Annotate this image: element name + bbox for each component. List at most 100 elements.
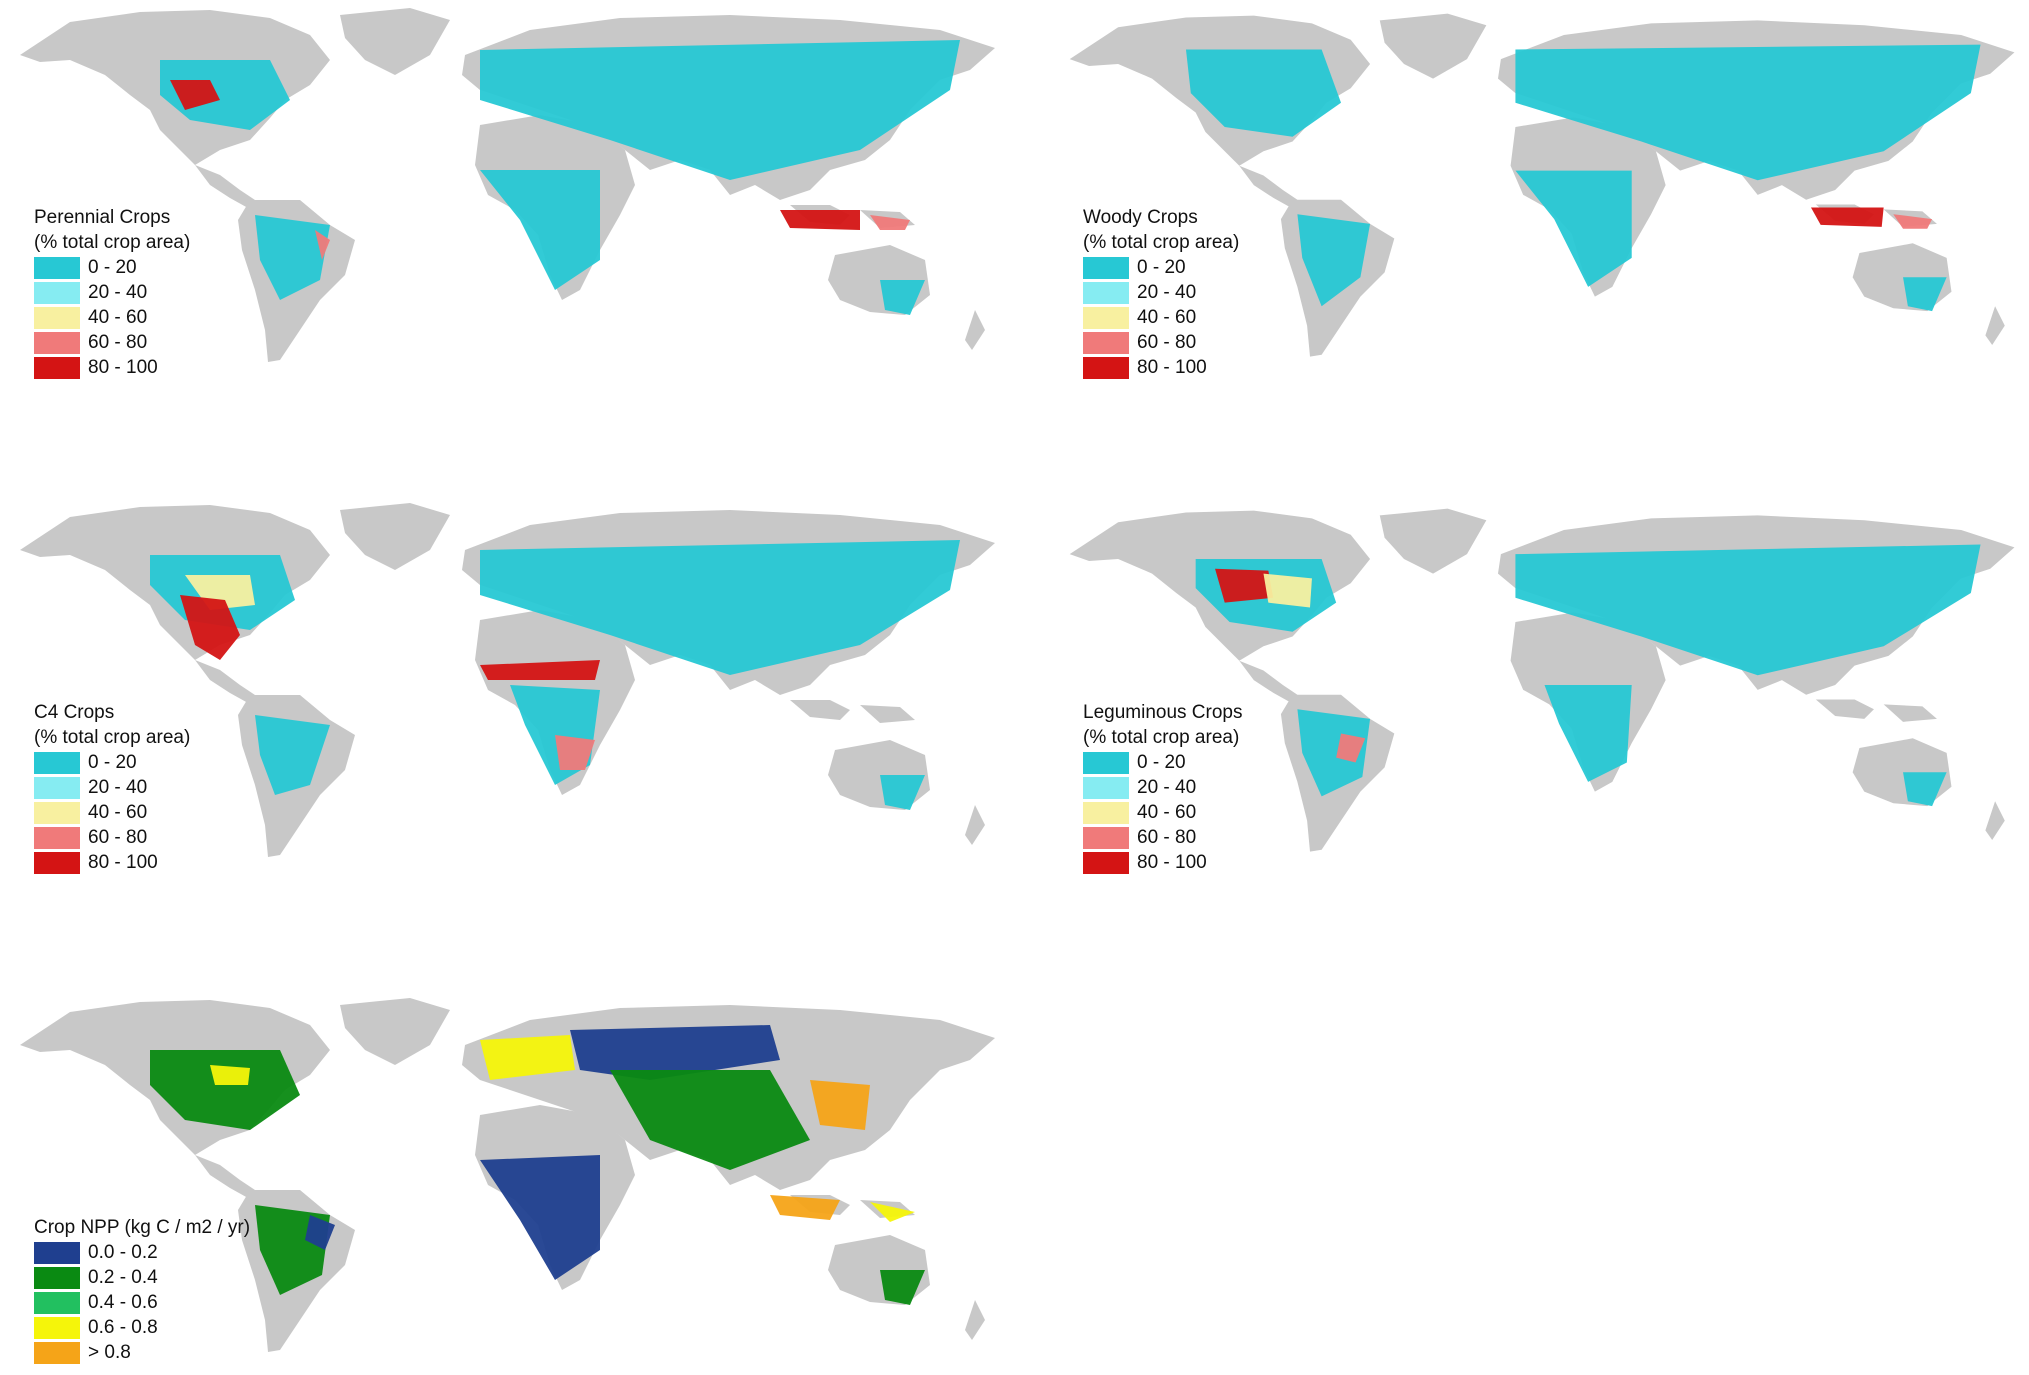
legend-entry: 40 - 60 [34, 305, 190, 330]
legend-swatch [1083, 281, 1129, 304]
crop-coverage-overlay [1195, 544, 1981, 807]
legend-label: 0.4 - 0.6 [88, 1291, 158, 1313]
legend-swatch [34, 851, 80, 874]
legend-c4: C4 Crops (% total crop area) 0 - 20 20 -… [34, 700, 190, 875]
legend-entry: 60 - 80 [34, 330, 190, 355]
map-panel-woody: Woody Crops (% total crop area) 0 - 20 2… [1060, 0, 2029, 380]
legend-swatch [1083, 331, 1129, 354]
legend-title: Perennial Crops [34, 207, 171, 228]
legend-swatch [34, 801, 80, 824]
legend-entry: 80 - 100 [1083, 355, 1239, 380]
legend-entry: 80 - 100 [34, 850, 190, 875]
crop-coverage-overlay [150, 540, 960, 810]
legend-entry: 80 - 100 [34, 355, 190, 380]
legend-npp: Crop NPP (kg C / m2 / yr) 0.0 - 0.2 0.2 … [34, 1215, 250, 1365]
legend-label: 80 - 100 [1137, 851, 1207, 873]
legend-swatch [34, 1316, 80, 1339]
legend-entry: 60 - 80 [1083, 825, 1242, 850]
legend-entry: 20 - 40 [1083, 775, 1242, 800]
legend-entry: 0.4 - 0.6 [34, 1290, 250, 1315]
legend-entry: 80 - 100 [1083, 850, 1242, 875]
legend-entry: 0.0 - 0.2 [34, 1240, 250, 1265]
legend-label: 80 - 100 [88, 851, 158, 873]
legend-swatch [34, 306, 80, 329]
legend-entry: 0 - 20 [34, 255, 190, 280]
legend-entry: 0.2 - 0.4 [34, 1265, 250, 1290]
legend-entry: 0 - 20 [1083, 255, 1239, 280]
map-panel-leguminous: Leguminous Crops (% total crop area) 0 -… [1060, 495, 2029, 875]
legend-label: 40 - 60 [1137, 801, 1197, 823]
legend-label: 60 - 80 [88, 331, 148, 353]
legend-woody: Woody Crops (% total crop area) 0 - 20 2… [1083, 205, 1239, 380]
legend-swatch [34, 776, 80, 799]
legend-title: Crop NPP (kg C / m2 / yr) [34, 1217, 251, 1238]
legend-swatch [34, 1266, 80, 1289]
npp-overlay [150, 1025, 925, 1305]
legend-label: > 0.8 [88, 1341, 131, 1363]
legend-subtitle: (% total crop area) [1083, 727, 1240, 748]
legend-swatch [34, 1291, 80, 1314]
legend-entry: 0 - 20 [1083, 750, 1242, 775]
legend-swatch [1083, 826, 1129, 849]
legend-leguminous: Leguminous Crops (% total crop area) 0 -… [1083, 700, 1242, 875]
world-map-perennial [20, 8, 995, 362]
legend-entry: > 0.8 [34, 1340, 250, 1365]
legend-label: 0 - 20 [1137, 256, 1186, 278]
legend-swatch [1083, 256, 1129, 279]
legend-label: 40 - 60 [88, 306, 148, 328]
legend-swatch [34, 1341, 80, 1364]
legend-entry: 60 - 80 [1083, 330, 1239, 355]
legend-entry: 60 - 80 [34, 825, 190, 850]
legend-entry: 0 - 20 [34, 750, 190, 775]
legend-label: 0 - 20 [1137, 751, 1186, 773]
world-map-woody [1069, 13, 2015, 357]
legend-swatch [1083, 356, 1129, 379]
legend-title: C4 Crops [34, 702, 115, 723]
legend-swatch [34, 331, 80, 354]
legend-label: 0.0 - 0.2 [88, 1241, 158, 1263]
legend-swatch [34, 256, 80, 279]
legend-swatch [34, 751, 80, 774]
world-map-npp [20, 998, 995, 1352]
map-panel-c4: C4 Crops (% total crop area) 0 - 20 20 -… [10, 495, 1010, 875]
legend-swatch [1083, 306, 1129, 329]
crop-coverage-overlay [160, 40, 960, 315]
legend-label: 40 - 60 [1137, 306, 1197, 328]
legend-label: 80 - 100 [88, 356, 158, 378]
legend-subtitle: (% total crop area) [1083, 232, 1240, 253]
legend-swatch [34, 826, 80, 849]
legend-title: Leguminous Crops [1083, 702, 1243, 723]
legend-subtitle: (% total crop area) [34, 232, 191, 253]
legend-label: 20 - 40 [1137, 776, 1197, 798]
legend-label: 60 - 80 [88, 826, 148, 848]
legend-label: 20 - 40 [1137, 281, 1197, 303]
map-panel-npp: Crop NPP (kg C / m2 / yr) 0.0 - 0.2 0.2 … [10, 990, 1010, 1370]
world-map-leguminous [1069, 508, 2015, 852]
legend-swatch [1083, 751, 1129, 774]
legend-entry: 40 - 60 [1083, 305, 1239, 330]
legend-label: 20 - 40 [88, 776, 148, 798]
legend-entry: 20 - 40 [34, 775, 190, 800]
legend-entry: 20 - 40 [1083, 280, 1239, 305]
legend-entry: 40 - 60 [1083, 800, 1242, 825]
legend-label: 20 - 40 [88, 281, 148, 303]
legend-swatch [34, 281, 80, 304]
legend-label: 60 - 80 [1137, 826, 1197, 848]
legend-label: 0 - 20 [88, 256, 137, 278]
crop-coverage-overlay [1185, 44, 1981, 312]
legend-label: 0.2 - 0.4 [88, 1266, 158, 1288]
legend-subtitle: (% total crop area) [34, 727, 191, 748]
legend-label: 0.6 - 0.8 [88, 1316, 158, 1338]
legend-swatch [1083, 851, 1129, 874]
legend-label: 80 - 100 [1137, 356, 1207, 378]
legend-label: 0 - 20 [88, 751, 137, 773]
legend-entry: 0.6 - 0.8 [34, 1315, 250, 1340]
legend-label: 40 - 60 [88, 801, 148, 823]
map-panel-perennial: Perennial Crops (% total crop area) 0 - … [10, 0, 1010, 380]
legend-entry: 40 - 60 [34, 800, 190, 825]
legend-swatch [1083, 801, 1129, 824]
legend-swatch [1083, 776, 1129, 799]
legend-title: Woody Crops [1083, 207, 1198, 228]
legend-perennial: Perennial Crops (% total crop area) 0 - … [34, 205, 190, 380]
world-map-c4 [20, 503, 995, 857]
